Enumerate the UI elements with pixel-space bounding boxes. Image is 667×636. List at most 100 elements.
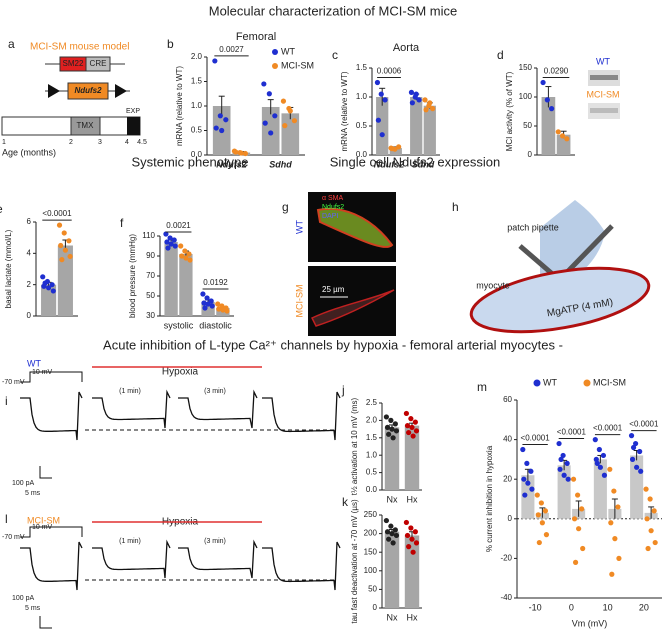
p-value: <0.0001 (593, 424, 623, 433)
data-point (422, 97, 428, 103)
data-point (558, 456, 564, 462)
y-tick-label: 1.5 (366, 433, 378, 442)
data-point (165, 245, 171, 251)
y-tick-label: 200 (364, 529, 378, 538)
bar (384, 427, 400, 490)
y-axis-label: % current inhibition in hypoxia (485, 445, 494, 552)
data-point (413, 540, 420, 546)
y-axis-label: mRNA (relative to WT) (340, 71, 349, 151)
exp-label: EXP (126, 108, 140, 115)
data-point (528, 468, 534, 474)
panel-letter: d (497, 48, 504, 62)
y-tick-label: 2 (27, 280, 32, 289)
y-tick-label: 0.0 (191, 150, 203, 159)
y-tick-label: 150 (364, 547, 378, 556)
bar (164, 242, 178, 316)
data-point (525, 480, 531, 486)
data-point (409, 100, 415, 106)
blot-label: WT (596, 56, 610, 66)
stain-label: DAPI (322, 213, 338, 220)
scale-label: 100 pA (12, 595, 35, 602)
chart-title: Femoral (236, 31, 276, 43)
data-point (409, 424, 415, 430)
y-tick-label: 50 (523, 121, 532, 130)
scale-bar (39, 466, 52, 479)
data-point (557, 466, 563, 472)
data-point (280, 98, 287, 104)
panel-letter: c (332, 48, 338, 62)
gene-box (67, 82, 109, 100)
y-tick-label: 1.5 (356, 63, 368, 72)
x-tick-label: 10 (603, 602, 613, 612)
y-tick-label: 0.0 (356, 150, 368, 159)
data-point (539, 520, 545, 526)
data-point (179, 253, 185, 259)
x-tick-label: Ndufs2 (216, 159, 247, 169)
current-trace (178, 389, 258, 429)
p-value: <0.0001 (557, 428, 587, 437)
blot-band (590, 75, 618, 80)
data-point (56, 222, 63, 228)
age-tick: 2 (69, 139, 73, 146)
y-tick-label: 0 (528, 150, 533, 159)
data-point (534, 492, 540, 498)
panel-letter: b (167, 37, 174, 51)
data-point (611, 488, 617, 494)
data-point (572, 559, 579, 565)
data-point (217, 113, 223, 119)
data-point (213, 125, 219, 131)
exp-box (127, 117, 140, 135)
pipette-label: patch pipette (507, 222, 559, 232)
bar (521, 475, 535, 519)
bar (404, 535, 420, 608)
scale-label: 25 µm (322, 285, 345, 294)
data-point (560, 452, 566, 459)
y-tick-label: 0 (27, 311, 32, 320)
data-point (379, 132, 385, 138)
y-tick-label: 20 (503, 474, 512, 483)
y-axis-label: basal lactate (mmol/L) (4, 229, 13, 308)
data-point (596, 446, 602, 453)
data-point (291, 118, 298, 124)
data-point (202, 305, 208, 311)
bar (410, 97, 423, 155)
time-label: (1 min) (119, 388, 141, 395)
data-point (521, 476, 527, 482)
genotype-label: WT (27, 358, 41, 368)
data-point (62, 247, 68, 253)
heading: Acute inhibition of L-type Ca²⁺ channels… (103, 337, 563, 352)
y-tick-label: 2.0 (191, 52, 203, 61)
y-tick-label: 70 (146, 271, 155, 280)
data-point (637, 448, 643, 455)
data-point (172, 243, 178, 249)
x-tick-label: 0 (569, 602, 574, 612)
data-point (204, 295, 210, 301)
data-point (410, 433, 416, 439)
legend-marker (583, 379, 591, 387)
y-tick-label: 0.5 (366, 468, 378, 477)
hold-label: -70 mV (2, 379, 25, 386)
y-tick-label: 50 (368, 585, 377, 594)
p-value: <0.0001 (629, 420, 659, 429)
x-tick-label: 20 (639, 602, 649, 612)
data-point (616, 555, 622, 562)
panel-letter: m (477, 380, 487, 394)
age-tick: 4.5 (137, 139, 147, 146)
y-tick-label: 60 (503, 395, 512, 404)
y-axis-label: MCI activity (% of WT) (505, 71, 514, 151)
panel-letter: g (282, 200, 289, 214)
data-point (412, 529, 418, 535)
y-tick-label: 1.0 (356, 92, 368, 101)
heading: Single cell Ndufs2 expression (330, 154, 501, 169)
data-point (430, 106, 436, 112)
x-tick-label: Nx (387, 494, 398, 504)
data-point (403, 519, 409, 526)
tmx-box (70, 116, 101, 136)
y-tick-label: 1.0 (191, 101, 203, 110)
data-point (163, 231, 169, 237)
panel-letter: a (8, 37, 15, 51)
time-label: (3 min) (204, 538, 226, 545)
data-point (262, 120, 268, 126)
genotype-label: MCI-SM (27, 515, 60, 525)
data-point (393, 532, 400, 539)
